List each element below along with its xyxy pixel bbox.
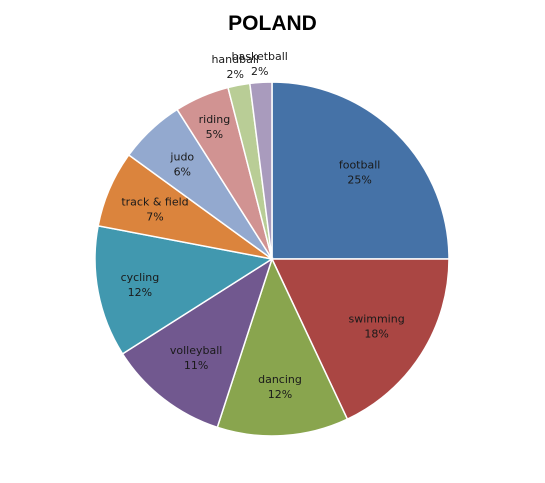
pie-slice-cycling xyxy=(94,224,275,355)
slice-label-riding: riding xyxy=(199,113,231,126)
slice-label-dancing: dancing xyxy=(258,373,302,386)
slice-label-football: football xyxy=(339,158,380,171)
slice-value-basketball: 2% xyxy=(251,65,268,78)
pie-slice-swimming xyxy=(270,258,450,421)
slice-value-judo: 6% xyxy=(174,166,191,179)
slice-label-judo: judo xyxy=(169,151,194,164)
slice-value-football: 25% xyxy=(347,173,371,186)
slice-label-volleyball: volleyball xyxy=(170,344,222,357)
slice-label-basketball: basketball xyxy=(232,50,288,63)
slice-label-track-field: track & field xyxy=(121,195,188,208)
slice-value-swimming: 18% xyxy=(364,327,388,340)
pie-slice-volleyball xyxy=(121,257,274,429)
slice-label-cycling: cycling xyxy=(121,271,160,284)
slice-label-swimming: swimming xyxy=(348,312,404,325)
chart-title: POLAND xyxy=(228,12,317,35)
slice-value-volleyball: 11% xyxy=(184,359,208,372)
slice-value-track-field: 7% xyxy=(146,210,163,223)
slice-value-dancing: 12% xyxy=(268,388,292,401)
slice-label-handball: handball xyxy=(211,53,259,66)
pie-slice-football xyxy=(271,81,450,260)
pie-slice-dancing xyxy=(216,256,349,437)
slice-value-riding: 5% xyxy=(206,128,223,141)
slice-value-cycling: 12% xyxy=(128,286,152,299)
slice-value-handball: 2% xyxy=(226,68,243,81)
pie-slice-basketball xyxy=(248,81,273,260)
